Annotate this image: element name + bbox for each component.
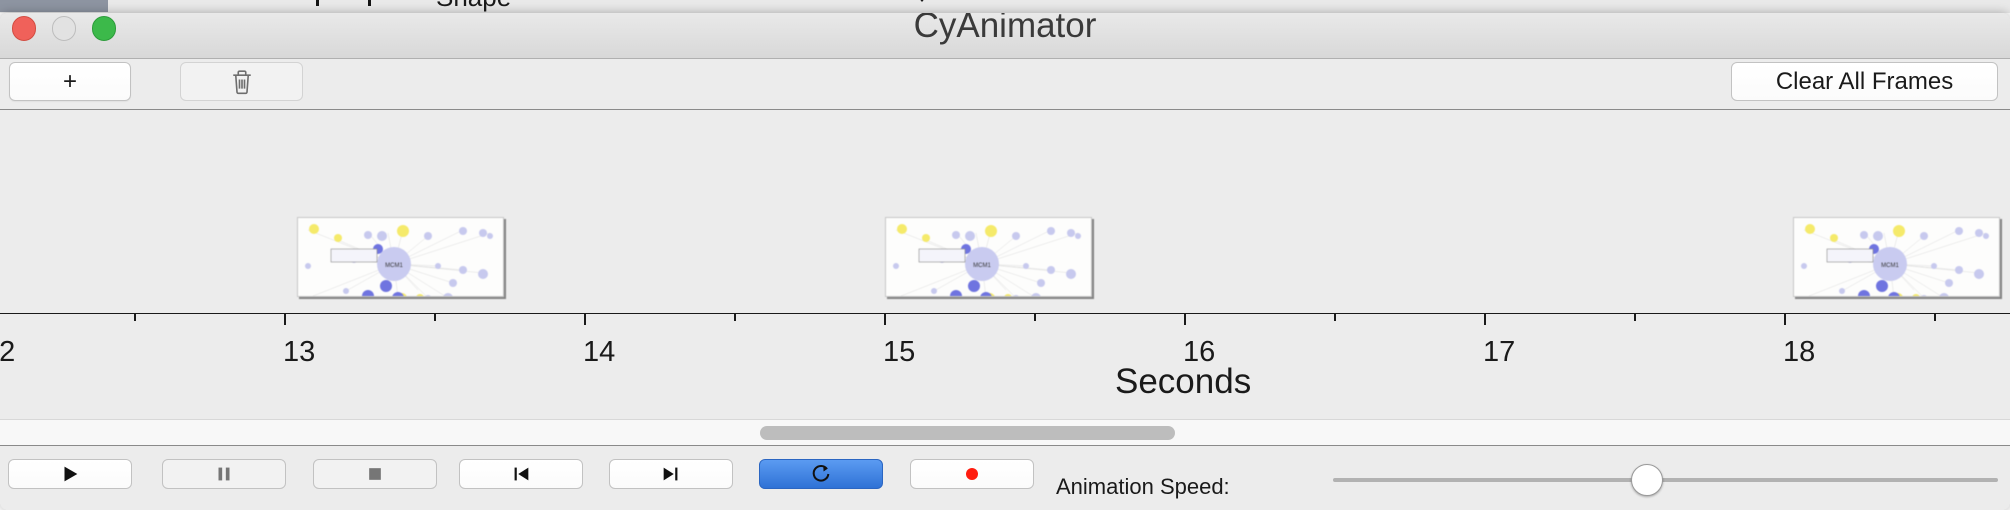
svg-text:MCM1: MCM1 bbox=[1881, 263, 1899, 269]
svg-text:MCM1: MCM1 bbox=[385, 263, 403, 269]
svg-text:MCM1: MCM1 bbox=[973, 263, 991, 269]
